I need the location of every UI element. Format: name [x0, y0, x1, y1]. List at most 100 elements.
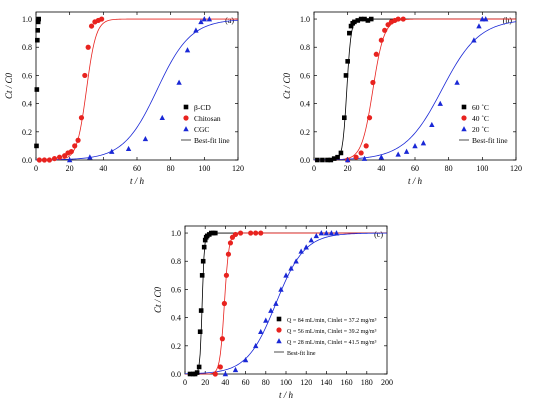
data-point-triangle [283, 272, 289, 278]
data-point-triangle [412, 143, 418, 149]
data-point-square [34, 87, 40, 92]
data-point-circle [72, 143, 78, 149]
data-point-square [194, 370, 200, 375]
data-point-triangle [198, 18, 204, 25]
legend-label: Q = 56 mL/min, Cinlet = 39.2 mg/m³ [287, 329, 377, 335]
data-point-triangle [318, 230, 325, 236]
data-point-triangle [298, 248, 304, 254]
y-tick-label: 1.0 [300, 15, 310, 24]
data-point-triangle [273, 300, 279, 306]
data-point-square [345, 59, 350, 64]
data-point-square [315, 157, 320, 163]
data-point-circle [75, 137, 81, 143]
y-tick-label: 0.4 [300, 100, 310, 109]
data-point-circle [88, 23, 95, 29]
x-tick-label: 40 [377, 164, 385, 173]
y-axis-label: Ct / C0 [153, 287, 163, 314]
panel-label: (a) [225, 16, 234, 25]
legend-label: 40 ˚C [472, 114, 489, 123]
data-point-triangle [483, 16, 489, 22]
data-point-triangle [361, 155, 368, 161]
data-point-triangle [206, 16, 213, 22]
y-tick-label: 0.6 [171, 285, 181, 294]
data-point-triangle [176, 79, 182, 85]
data-point-triangle [395, 151, 401, 157]
x-tick-label: 120 [510, 164, 522, 173]
x-tick-label: 120 [300, 378, 312, 387]
data-point-triangle [278, 286, 284, 292]
x-tick-label: 60 [242, 378, 250, 387]
data-point-square [201, 244, 207, 250]
data-point-square [348, 23, 354, 29]
data-point-square [202, 237, 208, 243]
data-point-triangle [308, 237, 314, 243]
data-point-triangle [333, 230, 340, 236]
y-tick-label: 0.0 [22, 156, 32, 165]
data-point-square [352, 19, 357, 25]
x-tick-label: 20 [344, 164, 352, 173]
data-point-square [35, 37, 40, 43]
x-tick-label: 0 [312, 164, 316, 173]
y-tick-label: 0.2 [171, 342, 181, 351]
best-fit-line [185, 232, 387, 375]
x-axis-label: t / h [130, 176, 145, 186]
data-point-circle [258, 230, 264, 236]
data-point-circle [353, 154, 359, 160]
data-point-square [325, 157, 330, 163]
x-tick-label: 80 [445, 164, 453, 173]
data-point-circle [225, 251, 232, 257]
x-tick-label: 100 [280, 378, 292, 387]
data-point-circle [85, 44, 91, 50]
x-tick-label: 80 [167, 164, 175, 173]
data-point-circle [366, 115, 373, 121]
data-point-triangle [378, 154, 385, 160]
data-point-circle [237, 230, 244, 236]
x-tick-label: 0 [34, 164, 38, 173]
data-point-triangle [242, 357, 249, 363]
data-point-circle [41, 157, 48, 163]
data-point-circle [46, 157, 53, 163]
data-point-square [342, 115, 347, 121]
data-point-triangle [437, 100, 443, 106]
legend-label: 60 ˚C [472, 103, 489, 112]
data-point-circle [363, 143, 369, 149]
data-point-triangle [344, 157, 351, 163]
y-tick-label: 0.0 [300, 156, 310, 165]
data-point-triangle [429, 121, 435, 128]
x-tick-label: 160 [341, 378, 353, 387]
chart-panel-2: 0 20 40 60 80 100 120 0.0 0.2 0.4 0.6 0.8 1.0 t / h Ct… [282, 11, 522, 186]
data-point-triangle [454, 79, 460, 85]
data-point-triangle [258, 328, 264, 335]
x-tick-label: 200 [381, 378, 393, 387]
data-point-square [198, 308, 204, 313]
legend-marker [183, 104, 189, 110]
data-point-square [355, 18, 361, 23]
legend-label: β-CD [194, 103, 211, 112]
x-tick-label: 180 [361, 378, 373, 387]
legend-marker [183, 115, 189, 121]
legend-marker [276, 327, 282, 333]
data-point-square [331, 156, 337, 161]
data-point-triangle [293, 258, 299, 264]
y-tick-label: 0.2 [22, 128, 32, 137]
data-point-circle [82, 72, 88, 79]
data-point-circle [212, 371, 218, 377]
data-point-circle [227, 240, 234, 246]
data-point-square [365, 18, 371, 23]
data-point-triangle [87, 154, 93, 160]
data-point-circle [56, 154, 63, 160]
x-tick-label: 20 [66, 164, 74, 173]
legend-marker [183, 126, 189, 132]
data-point-circle [99, 16, 105, 22]
data-point-circle [51, 155, 58, 162]
data-point-circle [219, 336, 225, 342]
panel-label: (b) [503, 16, 513, 25]
y-tick-label: 0.2 [300, 128, 310, 137]
data-point-circle [373, 51, 379, 57]
data-point-square [196, 364, 202, 370]
legend-label: Q = 28 mL/min, Cinlet = 41.5 mg/m³ [287, 340, 377, 346]
data-point-triangle [263, 317, 269, 323]
best-fit-line [185, 232, 387, 375]
plot-frame [184, 225, 388, 375]
